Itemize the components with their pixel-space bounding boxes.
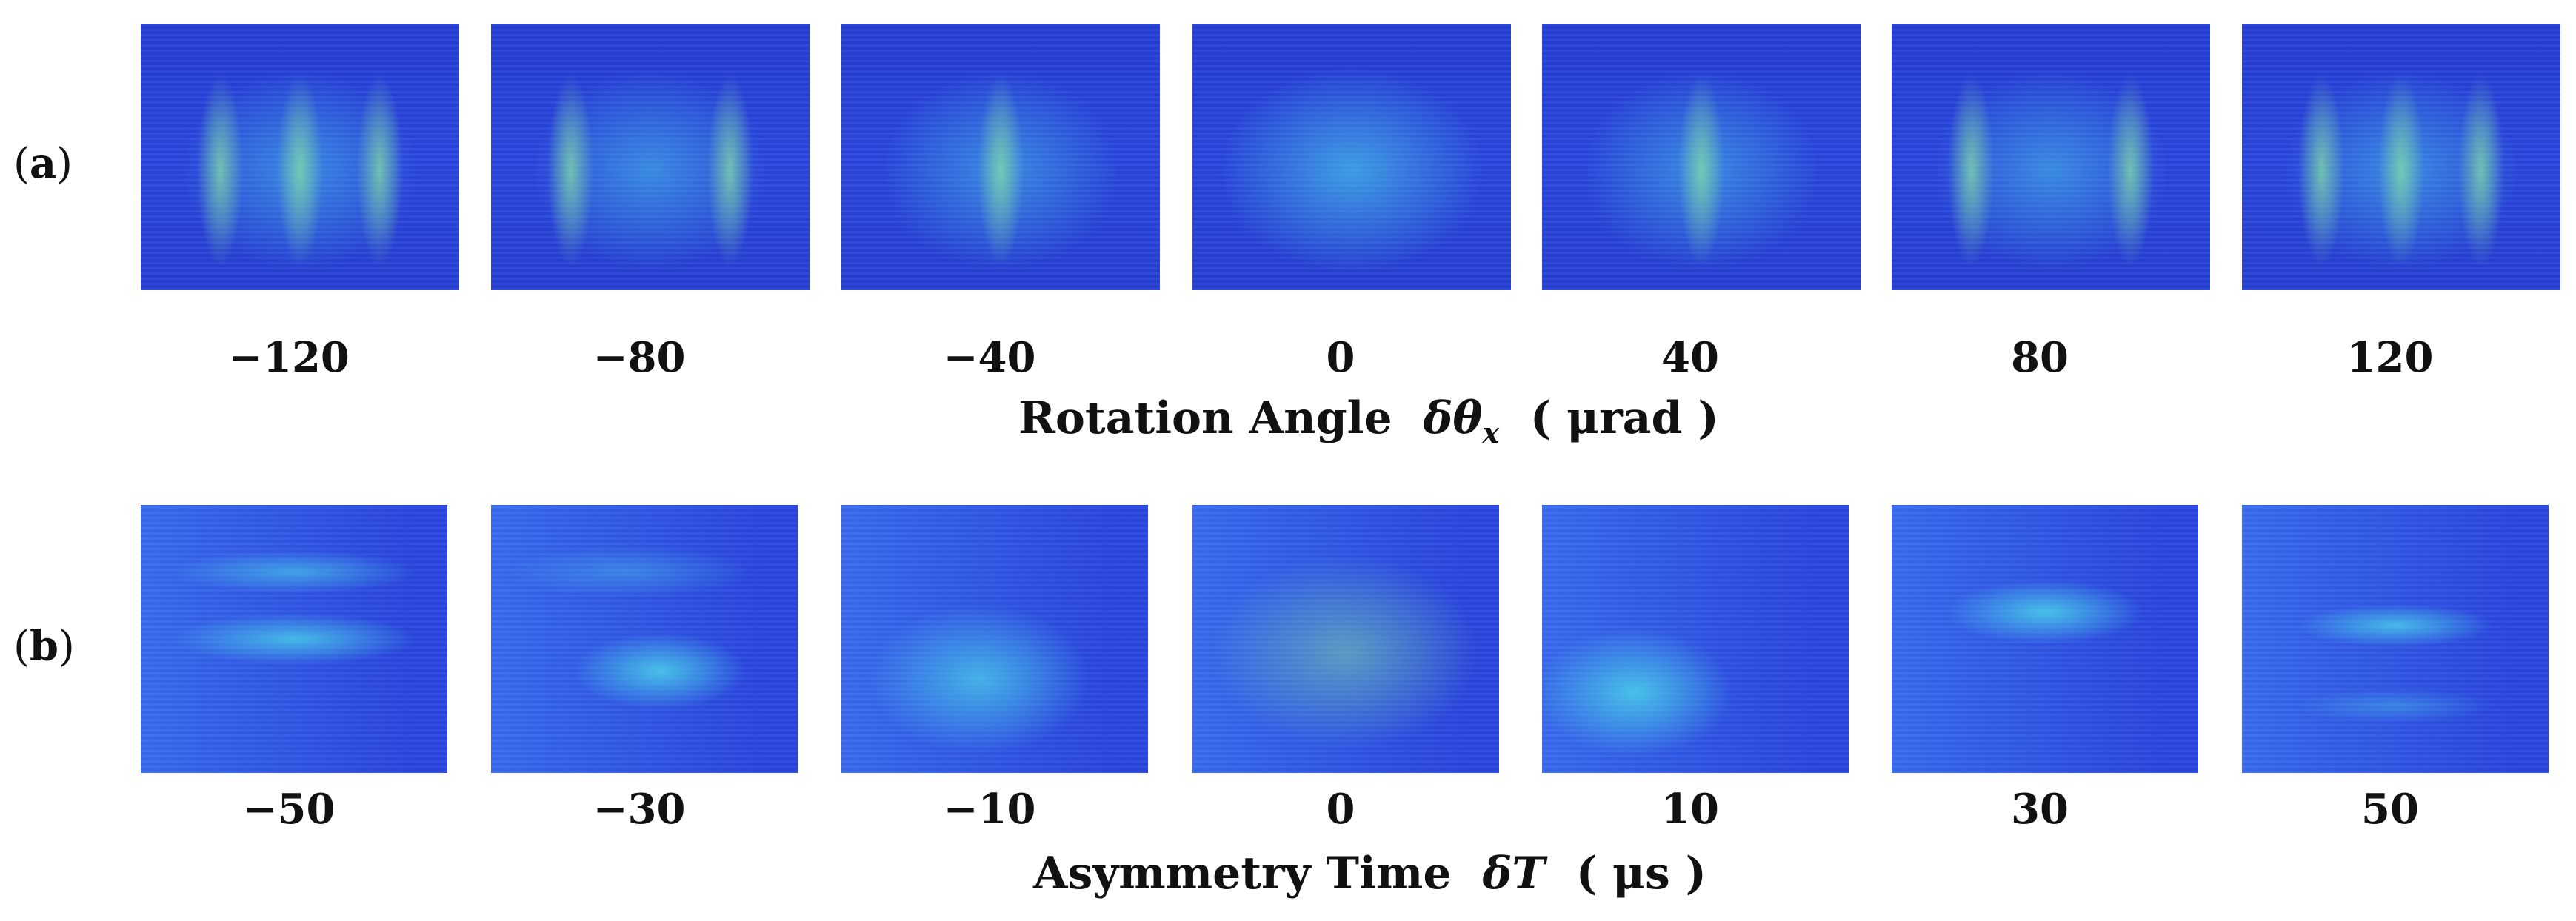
row-a-tick: 80 (2011, 333, 2069, 382)
row-b-label-letter: b (29, 622, 59, 671)
row-a-tick: 40 (1661, 333, 1719, 382)
row-b-tick: 0 (1326, 785, 1355, 834)
interference-panel-b (1892, 505, 2198, 773)
interference-panel-a (1892, 24, 2210, 290)
interference-panel-a (1192, 24, 1511, 290)
row-b-axis-unit: ( μs ) (1575, 848, 1707, 900)
row-b-tick: 30 (2011, 785, 2069, 834)
row-b-label: (b) (13, 622, 75, 671)
row-a-axis-unit: ( μrad ) (1529, 392, 1719, 444)
row-a-tick: −120 (228, 333, 350, 382)
row-a-axis-symbol-sub: x (1482, 416, 1500, 449)
row-a-tick: 0 (1326, 333, 1355, 382)
row-b-tick: −10 (943, 785, 1036, 834)
interference-panel-b (1542, 505, 1849, 773)
interference-panel-a (841, 24, 1160, 290)
row-b-tick: 10 (1661, 785, 1719, 834)
interference-panel-a (141, 24, 459, 290)
interference-panel-b (491, 505, 798, 773)
row-b-tick: −30 (593, 785, 686, 834)
interference-panel-a (1542, 24, 1861, 290)
row-a-label: (a) (13, 139, 73, 188)
interference-panel-b (1192, 505, 1499, 773)
row-a-tick: −80 (593, 333, 686, 382)
interference-panel-a (2242, 24, 2560, 290)
row-a-axis-symbol: δθ (1423, 392, 1483, 444)
interference-panel-b (841, 505, 1148, 773)
row-b-tick: −50 (242, 785, 336, 834)
row-a-label-letter: a (29, 139, 57, 188)
row-a-tick: 120 (2346, 333, 2434, 382)
interference-panel-b (141, 505, 447, 773)
row-a-axis-title-text: Rotation Angle (1018, 392, 1392, 444)
row-b-axis-title: Asymmetry Time δT ( μs ) (1033, 848, 1706, 900)
row-b-axis-symbol: δT (1482, 848, 1545, 900)
row-b-tick: 50 (2361, 785, 2419, 834)
interference-panel-b (2242, 505, 2549, 773)
row-a-tick: −40 (943, 333, 1036, 382)
row-b-axis-title-text: Asymmetry Time (1033, 848, 1452, 900)
row-a-axis-title: Rotation Angle δθx ( μrad ) (1018, 392, 1719, 449)
interference-panel-a (491, 24, 810, 290)
